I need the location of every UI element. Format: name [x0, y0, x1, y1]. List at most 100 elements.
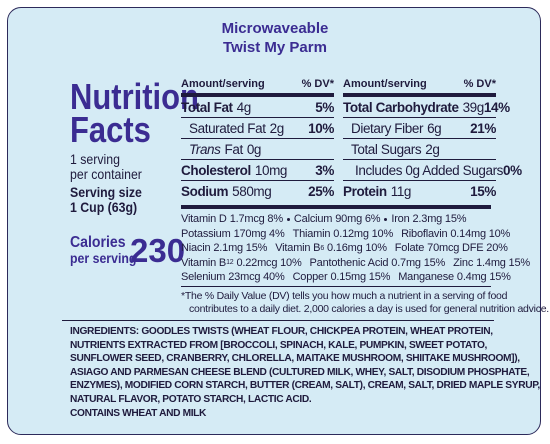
nutrient-name: Saturated Fat: [189, 120, 266, 136]
micronutrient-amount: 0.14mg 10%: [450, 227, 511, 240]
nutrient-row: Dietary Fiber 6g 21%: [343, 118, 496, 139]
divider: [181, 286, 491, 287]
divider: [62, 320, 494, 321]
servings: per container: [70, 166, 142, 182]
calories-label: Calories: [70, 234, 126, 251]
nutrient-row: Cholesterol 10mg 3%: [181, 160, 334, 181]
nutrient-dv: 0%: [503, 162, 522, 178]
micronutrient-amount: 170mg 4%: [233, 227, 285, 240]
ingredients: INGREDIENTS: GOODLES TWISTS (WHEAT FLOUR…: [70, 325, 544, 420]
micronutrient-name: Iron: [391, 213, 410, 226]
micronutrient-line: Vitamin B 12 0.22mcg 10% Pantothenic Acid 0.…: [181, 256, 530, 271]
micronutrient-amount: 0.22mcg 10%: [236, 256, 302, 269]
nutrient-prefix: Trans: [189, 141, 221, 157]
amount-header: Amount/serving: [343, 78, 427, 90]
separator-dot: [286, 217, 290, 221]
nutrient-name: Total Sugars: [351, 141, 422, 157]
nutrient-amount: 11g: [390, 183, 412, 199]
serving-size-label: Serving size: [70, 184, 142, 200]
nutrient-row: Saturated Fat 2g 10%: [181, 118, 334, 139]
nutrient-name: Fat: [224, 141, 244, 157]
micronutrient-name: Thiamin: [292, 227, 331, 240]
micronutrient-name: Selenium: [181, 271, 226, 284]
micronutrient-line: Potassium 170mg 4% Thiamin 0.12mg 10% Ribofl…: [181, 227, 510, 242]
ingredients-body: INGREDIENTS: GOODLES TWISTS (WHEAT FLOUR…: [70, 325, 544, 407]
nutrient-row: Sodium 580mg 25%: [181, 181, 334, 201]
nutrient-row: Total Sugars 2g: [343, 139, 496, 160]
micronutrient-amount: 2.3mg 15%: [412, 213, 467, 226]
micronutrient-amount: 0.12mg 10%: [333, 227, 394, 240]
nutrient-row: Total Carbohydrate 39g 14%: [343, 97, 510, 118]
micronutrient-subscript: 12: [226, 259, 234, 267]
micronutrient-name: Zinc: [453, 256, 474, 269]
micronutrient-line: Selenium 23mcg 40% Copper 0.15mg 15% Mangane…: [181, 270, 511, 285]
micronutrient-name: Vitamin B: [275, 242, 321, 255]
ingredients-text: GOODLES TWISTS (WHEAT FLOUR, CHICKPEA PR…: [70, 326, 540, 405]
micronutrient-amount: 0.16mg 10%: [327, 242, 387, 255]
nutrient-name: Sodium: [181, 183, 229, 199]
micronutrient-line: Vitamin D 1.7mcg 8% Calcium 90mg 6% Iron 2.3m…: [181, 212, 496, 227]
ingredients-label: INGREDIENTS:: [70, 326, 139, 337]
nutrient-amount: 39g: [462, 99, 485, 115]
nutrient-row: Includes 0g Added Sugars 0%: [343, 160, 522, 181]
nutrient-name: Protein: [343, 183, 387, 199]
nutrient-name: Cholesterol: [181, 162, 251, 178]
micronutrient-name: Vitamin B: [181, 256, 227, 269]
nutrient-name: Includes 0g Added Sugars: [355, 162, 504, 178]
column-header: Amount/serving % DV*: [181, 75, 334, 97]
nutrient-dv: 15%: [470, 183, 496, 199]
serving-size-value: 1 Cup (63g): [70, 199, 138, 215]
micronutrient-amount: 2.1mg 15%: [213, 242, 268, 255]
product-line: Microwaveable: [221, 20, 329, 37]
facts-title: Nutrition: [70, 76, 199, 117]
nutrient-dv: 10%: [308, 120, 334, 136]
micronutrient-name: Riboflavin: [401, 227, 448, 240]
calories-value: 230: [130, 232, 186, 269]
micronutrient-line: Niacin 2.1mg 15% Vitamin B 6 0.16mg 10% Folat…: [181, 241, 508, 256]
separator-dot: [384, 217, 388, 221]
divider: [181, 205, 491, 209]
nutrient-amount: 6g: [427, 120, 442, 136]
nutrient-amount: 4g: [236, 99, 252, 115]
nutrient-amount: 2g: [269, 120, 285, 136]
nutrient-dv: 5%: [315, 99, 334, 115]
allergens: CONTAINS WHEAT AND MILK: [70, 407, 207, 419]
product-name: Twist My Parm: [223, 39, 327, 56]
nutrient-column: Amount/serving % DV* Total Carbohydrate 39g…: [343, 75, 522, 201]
micronutrient-name: Vitamin D: [181, 213, 227, 226]
micronutrient-name: Calcium: [293, 213, 333, 226]
nutrient-amount: 580mg: [232, 183, 272, 199]
micronutrient-name: Manganese: [398, 271, 454, 284]
micronutrient-amount: 70mcg DFE 20%: [427, 242, 508, 255]
micronutrient-amount: 0.4mg 15%: [456, 271, 511, 284]
micronutrients: Vitamin D 1.7mcg 8% Calcium 90mg 6% Iron 2.3m…: [181, 212, 530, 285]
nutrient-amount: 2g: [425, 141, 440, 157]
micronutrient-name: Niacin: [181, 242, 211, 255]
nutrient-dv: 21%: [470, 120, 496, 136]
column-header: Amount/serving % DV*: [343, 75, 496, 97]
micronutrient-subscript: 6: [320, 244, 325, 252]
nutrient-row: Protein 11g 15%: [343, 181, 496, 201]
nutrient-amount: 10mg: [254, 162, 288, 178]
nutrient-column: Amount/serving % DV* Total Fat 4g 5% Saturate…: [181, 75, 334, 201]
nutrient-dv: 25%: [308, 183, 334, 199]
dv-header: % DV*: [463, 78, 496, 90]
micronutrient-name: Copper: [292, 271, 328, 284]
calories-label: per serving: [70, 250, 137, 266]
micronutrient-amount: 0.15mg 15%: [330, 271, 391, 284]
nutrient-name: Total Carbohydrate: [343, 99, 459, 115]
nutrient-name: Dietary Fiber: [351, 120, 424, 136]
nutrient-name: Total Fat: [181, 99, 233, 115]
micronutrient-amount: 23mcg 40%: [228, 271, 285, 284]
nutrient-dv: 3%: [315, 162, 334, 178]
nutrient-row: Trans Fat 0g: [181, 139, 334, 160]
micronutrient-amount: 1.4mg 15%: [476, 256, 530, 269]
footnote: *The % Daily Value (DV) tells you how mu…: [181, 290, 508, 302]
micronutrient-name: Pantothenic Acid: [309, 256, 389, 269]
micronutrient-name: Potassium: [181, 227, 231, 240]
nutrient-amount: 0g: [246, 141, 262, 157]
micronutrient-amount: 0.7mg 15%: [391, 256, 446, 269]
nutrient-row: Total Fat 4g 5%: [181, 97, 334, 118]
label-panel: [7, 7, 541, 435]
